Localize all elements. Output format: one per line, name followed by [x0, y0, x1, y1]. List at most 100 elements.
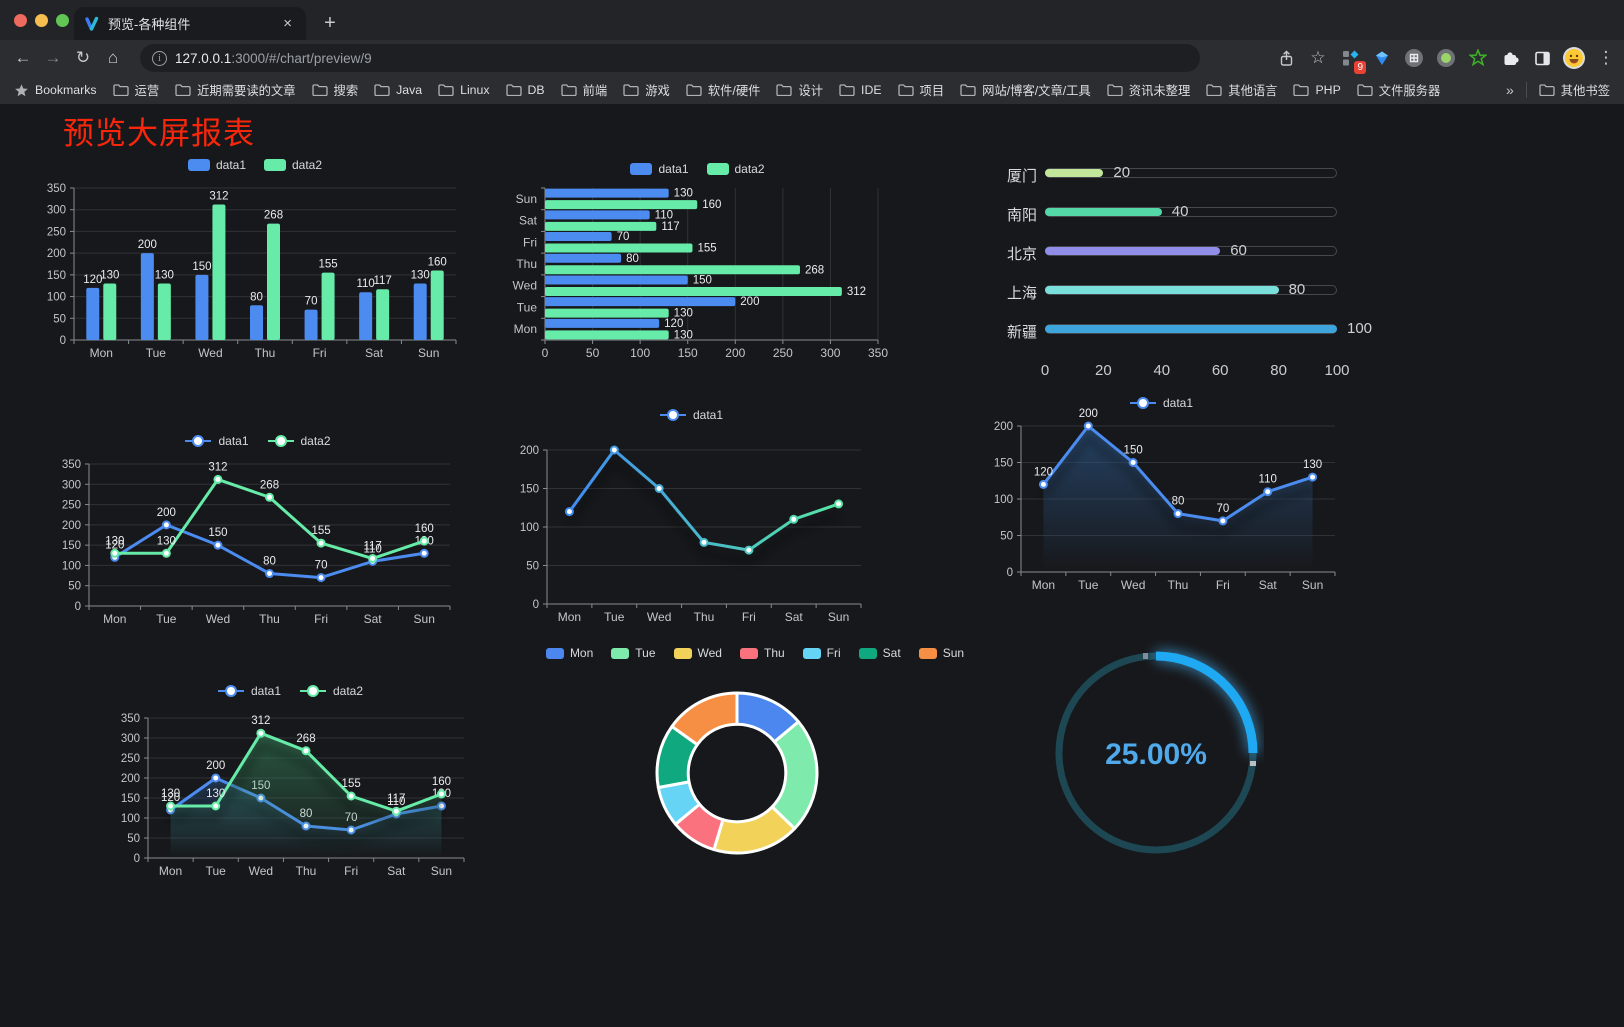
bookmark-folder[interactable]: 项目	[897, 81, 945, 99]
legend-marker	[659, 409, 686, 421]
legend-item-Fri[interactable]: Fri	[802, 646, 841, 660]
legend-item-Tue[interactable]: Tue	[611, 646, 656, 660]
svg-text:Fri: Fri	[1216, 578, 1230, 592]
bookmark-folder[interactable]: 资讯未整理	[1107, 81, 1190, 99]
legend-item-data2[interactable]: data2	[267, 434, 331, 448]
bookmark-folder[interactable]: 设计	[776, 81, 823, 99]
record-extension-icon[interactable]	[1434, 46, 1458, 70]
bookmark-folder[interactable]: Java	[374, 83, 422, 97]
progress-fill	[1045, 247, 1221, 255]
chart-canvas: 0 50 100 150 200 250 300 350 Mon Tue Wed Thu Fri Sat S…	[62, 459, 451, 626]
legend-item-Thu[interactable]: Thu	[739, 646, 785, 660]
other-bookmarks[interactable]: 其他书签	[1539, 81, 1610, 99]
svg-text:120: 120	[664, 318, 683, 330]
url-host: 127.0.0.1	[175, 50, 232, 66]
bookmark-folder[interactable]: 运营	[112, 81, 159, 99]
legend-label: Mon	[569, 646, 594, 660]
command-extension-icon[interactable]	[1402, 46, 1426, 70]
svg-text:130: 130	[155, 270, 174, 282]
svg-text:155: 155	[311, 525, 330, 537]
legend-item-data1[interactable]: data1	[184, 434, 249, 448]
extension-grid-icon[interactable]: 9	[1338, 46, 1366, 74]
browser-menu-icon[interactable]: ⋮	[1597, 48, 1615, 67]
svg-text:300: 300	[47, 205, 66, 217]
bookmark-folder[interactable]: 其他语言	[1206, 81, 1277, 99]
progress-label: 北京	[1006, 246, 1037, 263]
bookmark-label: Java	[396, 83, 423, 97]
bookmarks-overflow-chevron[interactable]: »	[1506, 82, 1514, 98]
progress-value: 20	[1113, 164, 1131, 181]
legend-marker	[185, 435, 212, 447]
back-button[interactable]: ←	[14, 48, 32, 67]
browser-tab[interactable]: 预览-各种组件 ×	[74, 7, 306, 40]
bookmark-label: 项目	[919, 84, 945, 98]
bookmark-folder[interactable]: 软件/硬件	[686, 81, 760, 99]
bookmark-folder[interactable]: DB	[505, 83, 545, 97]
home-button[interactable]: ⌂	[107, 48, 119, 67]
new-tab-button[interactable]: +	[324, 11, 336, 34]
legend-swatch	[545, 647, 564, 659]
svg-text:117: 117	[363, 541, 381, 553]
svg-text:Thu: Thu	[516, 257, 537, 271]
bookmark-folder[interactable]: 游戏	[623, 81, 670, 99]
profile-avatar[interactable]	[1562, 46, 1586, 70]
sidebar-toggle-icon[interactable]	[1530, 46, 1554, 70]
puzzle-extensions-icon[interactable]	[1498, 46, 1522, 70]
site-info-icon[interactable]: i	[152, 50, 167, 66]
chart-two-line: data1 data2 0 50 100 150 200 250 300 350 Mon Tue Wed…	[45, 424, 470, 640]
series-data2	[166, 728, 446, 858]
green-star-extension-icon[interactable]	[1466, 46, 1490, 70]
reload-button[interactable]: ↻	[75, 48, 91, 67]
bookmark-folder[interactable]: 网站/博客/文章/工具	[960, 81, 1091, 99]
window-zoom-button[interactable]	[56, 14, 69, 27]
bookmark-folder[interactable]: 前端	[560, 81, 607, 99]
bookmark-folder[interactable]: Linux	[438, 83, 490, 97]
svg-text:Sat: Sat	[364, 612, 383, 626]
bookmark-folder[interactable]: 文件服务器	[1357, 81, 1440, 99]
legend-item-data2[interactable]: data2	[299, 684, 363, 698]
legend-item-data2[interactable]: data2	[706, 162, 765, 176]
legend-item-Sun[interactable]: Sun	[918, 646, 965, 660]
bookmark-star-icon[interactable]: ☆	[1310, 48, 1326, 67]
svg-text:268: 268	[296, 733, 315, 745]
svg-text:200: 200	[47, 248, 66, 260]
legend-label: data2	[333, 684, 364, 698]
window-minimize-button[interactable]	[35, 14, 48, 27]
legend-item-data1[interactable]: data1	[217, 684, 281, 698]
legend-item-data1[interactable]: data1	[1129, 396, 1193, 410]
svg-text:120: 120	[161, 792, 180, 804]
folder-icon	[1539, 84, 1555, 96]
bookmark-folder[interactable]: 搜索	[311, 81, 358, 99]
bookmark-folder[interactable]: 近期需要读的文章	[175, 81, 296, 99]
legend-item-Mon[interactable]: Mon	[545, 646, 594, 660]
folder-icon	[839, 84, 855, 96]
legend-label: Sun	[942, 646, 965, 660]
page-content: 预览大屏报表 data1 data2 0 50 100 150 200 250 300 350 Mo…	[0, 104, 1624, 1027]
legend-item-data1[interactable]: data1	[630, 162, 689, 176]
chart-canvas: 0 50 100 150 200 250 300 350 Mon Tue Wed Thu Fri Sat S…	[47, 183, 457, 360]
svg-text:Sun: Sun	[1302, 578, 1323, 592]
tab-close-icon[interactable]: ×	[283, 15, 292, 32]
gem-extension-icon[interactable]	[1370, 46, 1394, 70]
bookmark-folder[interactable]: IDE	[839, 83, 882, 97]
forward-button[interactable]: →	[44, 48, 62, 67]
bookmark-folder[interactable]: PHP	[1293, 83, 1341, 97]
legend-item-Sat[interactable]: Sat	[858, 646, 901, 660]
bookmarks-manager[interactable]: Bookmarks	[14, 83, 97, 98]
address-bar[interactable]: i 127.0.0.1:3000/#/chart/preview/9	[140, 44, 1200, 72]
svg-text:100: 100	[47, 292, 66, 304]
legend-marker	[217, 685, 244, 697]
legend-item-data1[interactable]: data1	[187, 158, 246, 172]
legend-swatch	[673, 647, 692, 659]
folder-icon	[1107, 84, 1123, 96]
svg-text:160: 160	[702, 199, 721, 211]
window-close-button[interactable]	[14, 14, 27, 27]
share-icon[interactable]	[1274, 46, 1298, 70]
legend-item-Wed[interactable]: Wed	[673, 646, 722, 660]
legend-item-data1[interactable]: data1	[659, 408, 723, 422]
folder-icon	[112, 84, 129, 96]
folder-icon	[1206, 84, 1222, 96]
svg-text:150: 150	[62, 540, 81, 552]
legend-item-data2[interactable]: data2	[264, 158, 322, 172]
